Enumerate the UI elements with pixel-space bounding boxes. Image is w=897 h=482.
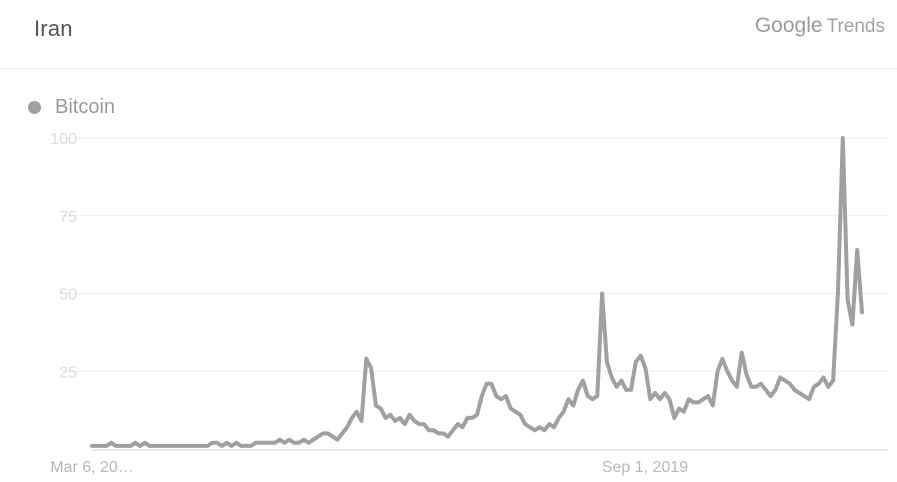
google-trends-logo: Google Trends [755,14,885,38]
legend: Bitcoin [28,96,115,119]
y-tick-label-25: 25 [59,364,77,381]
x-tick-label-1: Sep 1, 2019 [602,459,688,476]
chart-region-title: Iran [34,16,73,41]
x-tick-label-0: Mar 6, 20… [50,459,134,476]
y-tick-label-50: 50 [59,287,77,304]
legend-dot-icon [28,101,41,114]
y-tick-label-100: 100 [50,131,77,148]
trends-wordmark: Trends [826,16,885,37]
legend-label-bitcoin: Bitcoin [55,96,116,118]
header-divider [0,68,897,69]
y-tick-label-75: 75 [59,209,77,226]
google-wordmark: Google [754,14,823,37]
series-line-bitcoin [90,136,864,448]
